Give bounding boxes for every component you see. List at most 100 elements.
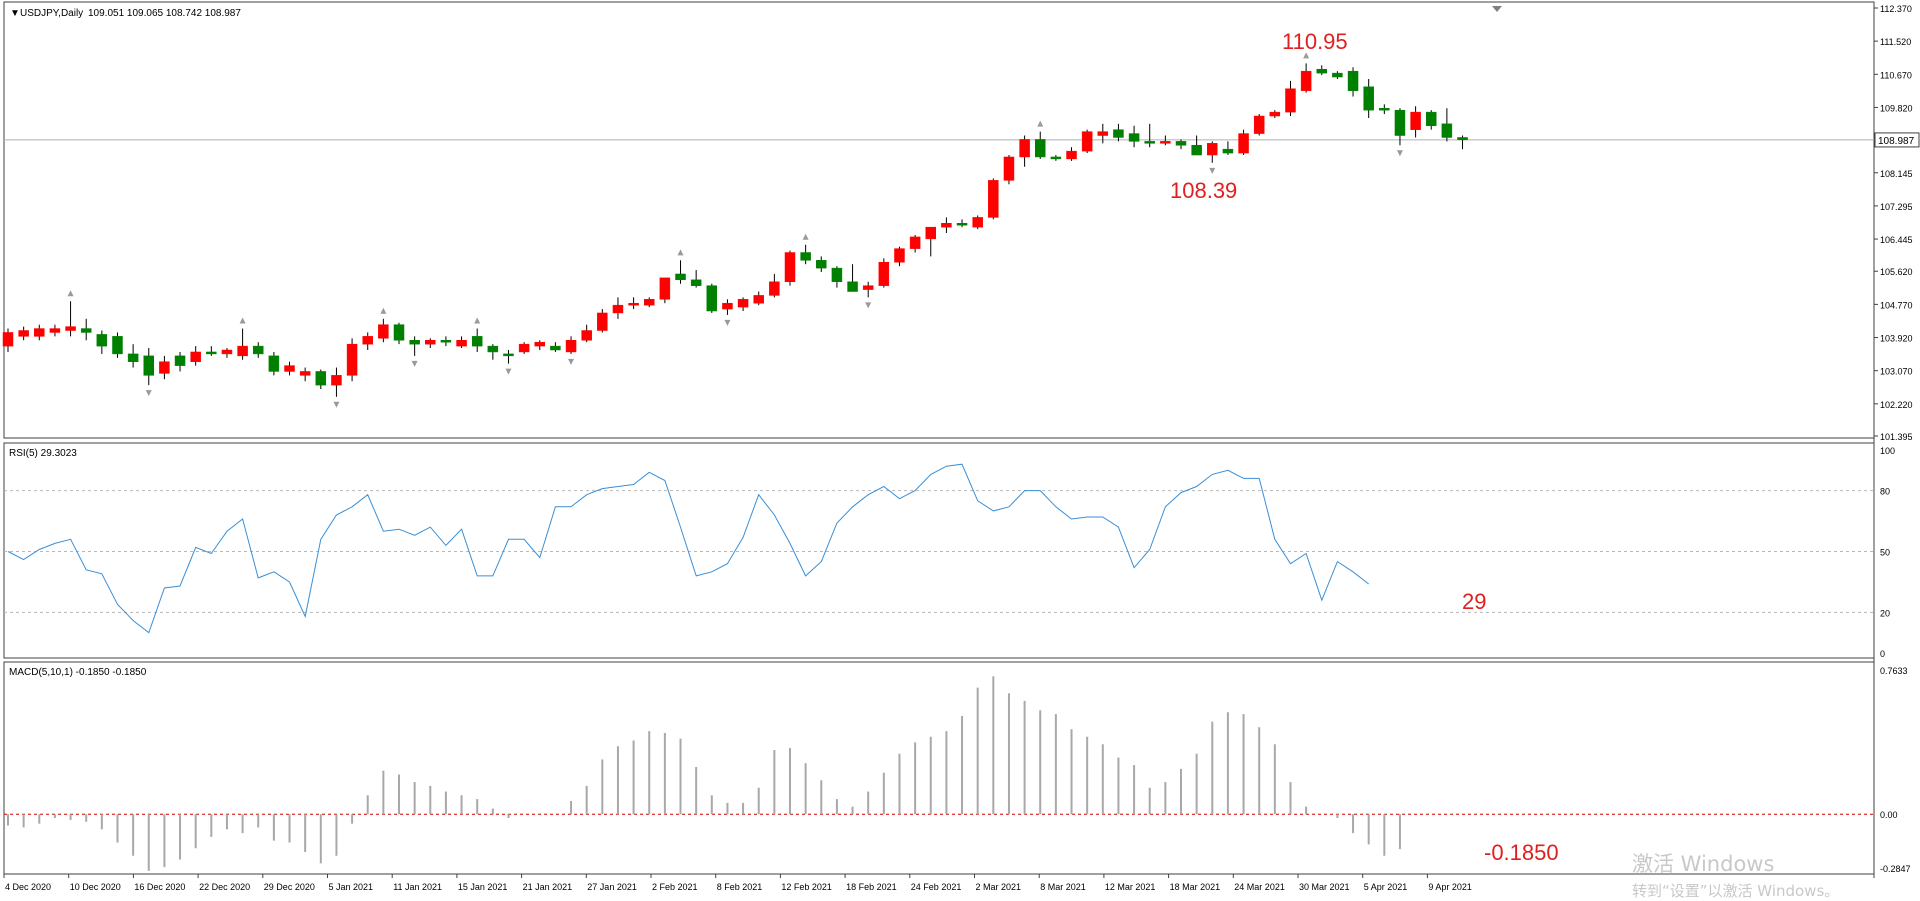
candle xyxy=(769,273,780,298)
candle xyxy=(237,328,248,360)
candle xyxy=(1066,147,1077,161)
date-tick-label: 24 Feb 2021 xyxy=(911,882,962,892)
candle xyxy=(988,178,999,220)
fractal-up-icon xyxy=(802,233,809,240)
candle xyxy=(643,297,655,308)
date-tick-label: 15 Jan 2021 xyxy=(458,882,508,892)
macd-axis: 0.7633 0.00 -0.2847 xyxy=(1880,666,1911,874)
price-tick-label: 103.920 xyxy=(1880,334,1913,344)
candle xyxy=(252,342,264,358)
fractal-up-icon xyxy=(1037,120,1044,127)
candle xyxy=(1363,78,1374,118)
rsi-tick-label: 50 xyxy=(1880,548,1890,558)
candlestick-series xyxy=(2,63,1468,397)
candle xyxy=(362,332,373,351)
date-tick-label: 18 Mar 2021 xyxy=(1170,882,1221,892)
fractal-up-icon xyxy=(677,249,684,256)
date-tick-label: 16 Dec 2020 xyxy=(134,882,185,892)
candle xyxy=(221,348,233,358)
candle xyxy=(1410,106,1421,138)
price-tick-label: 103.070 xyxy=(1880,367,1913,377)
candle xyxy=(800,244,811,265)
current-price-label: 108.987 xyxy=(1878,136,1915,147)
annotation-low: 108.39 xyxy=(1170,178,1237,203)
candle xyxy=(456,336,467,349)
price-axis: 112.370 111.520 110.670 109.820 108.145 107.2… xyxy=(1874,4,1913,442)
candle xyxy=(1332,71,1343,79)
candle xyxy=(737,297,749,312)
price-tick-label: 112.370 xyxy=(1880,4,1912,14)
candle xyxy=(1269,110,1281,118)
candle xyxy=(753,291,764,306)
fractal-up-icon xyxy=(380,307,387,314)
rsi-line xyxy=(7,463,1370,634)
annotation-high: 110.95 xyxy=(1282,29,1348,54)
candle xyxy=(690,270,702,288)
fractal-down-icon xyxy=(333,401,340,408)
date-tick-label: 9 Apr 2021 xyxy=(1428,882,1472,892)
candle xyxy=(784,250,796,286)
candle xyxy=(503,350,514,364)
date-tick-label: 8 Mar 2021 xyxy=(1040,882,1086,892)
candle xyxy=(1300,63,1312,93)
candle xyxy=(1394,108,1406,146)
rsi-tick-label: 20 xyxy=(1880,608,1890,618)
candle xyxy=(847,264,858,292)
candle xyxy=(565,336,577,354)
macd-annotation: -0.1850 xyxy=(1484,840,1559,865)
date-tick-label: 2 Mar 2021 xyxy=(976,882,1022,892)
candle xyxy=(1347,67,1359,97)
rsi-tick-label: 0 xyxy=(1880,649,1885,659)
date-tick-label: 11 Jan 2021 xyxy=(393,882,442,892)
watermark-line2: 转到“设置”以激活 Windows。 xyxy=(1632,882,1840,900)
candle xyxy=(1441,108,1453,142)
candle xyxy=(659,277,671,304)
macd-panel-frame xyxy=(3,661,1875,875)
macd-tick-label: 0.00 xyxy=(1880,810,1898,820)
price-tick-label: 109.820 xyxy=(1880,103,1913,113)
rsi-tick-label: 80 xyxy=(1880,487,1890,497)
candle xyxy=(299,367,311,382)
candle xyxy=(1128,125,1140,148)
candle xyxy=(1379,104,1390,115)
fractal-up-icon xyxy=(1303,52,1310,59)
date-tick-label: 12 Mar 2021 xyxy=(1105,882,1156,892)
fractal-down-icon xyxy=(411,360,418,367)
candle xyxy=(612,297,624,319)
candle xyxy=(1097,123,1109,144)
scroll-marker-icon[interactable] xyxy=(1492,6,1502,12)
candle xyxy=(315,369,327,390)
candle xyxy=(378,318,389,343)
candle xyxy=(1425,110,1437,130)
main-panel-frame xyxy=(3,1,1875,439)
macd-tick-label: 0.7633 xyxy=(1880,666,1908,676)
candle xyxy=(972,215,983,230)
price-tick-label: 104.770 xyxy=(1880,300,1913,310)
candle xyxy=(1191,135,1202,156)
price-tick-label: 101.395 xyxy=(1880,432,1913,442)
date-tick-label: 12 Feb 2021 xyxy=(781,882,832,892)
candle xyxy=(909,234,921,253)
candle xyxy=(34,324,45,341)
candle xyxy=(49,324,61,337)
candle xyxy=(1050,155,1062,161)
price-tick-label: 108.145 xyxy=(1880,169,1913,179)
candle xyxy=(1144,123,1155,148)
date-tick-label: 30 Mar 2021 xyxy=(1299,882,1350,892)
svg-text:▼: ▼ xyxy=(10,8,20,19)
rsi-title: RSI(5) 29.3023 xyxy=(9,448,77,459)
candle xyxy=(190,346,201,366)
date-tick-label: 27 Jan 2021 xyxy=(587,882,637,892)
candle xyxy=(706,283,718,313)
fractal-down-icon xyxy=(724,319,731,326)
rsi-panel-frame xyxy=(3,442,1875,659)
macd-title: MACD(5,10,1) -0.1850 -0.1850 xyxy=(9,667,147,678)
candle xyxy=(941,217,952,234)
candle xyxy=(80,318,92,341)
candle xyxy=(816,256,827,273)
candle xyxy=(550,342,561,352)
date-tick-label: 2 Feb 2021 xyxy=(652,882,698,892)
fractal-up-icon xyxy=(67,290,74,297)
candle xyxy=(65,301,76,337)
